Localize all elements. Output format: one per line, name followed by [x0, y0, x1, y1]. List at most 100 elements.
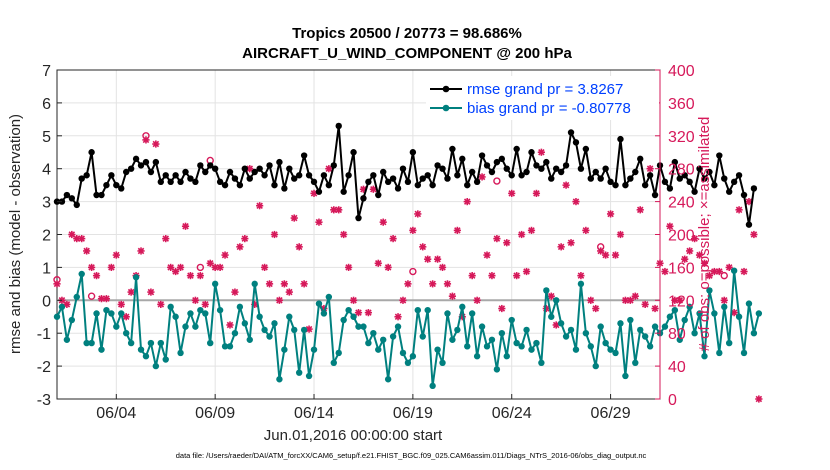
bias-point	[286, 313, 293, 320]
bias-point	[365, 339, 372, 347]
rmse-point	[256, 165, 263, 172]
obs-assimilated-marker	[646, 165, 654, 173]
rmse-point	[325, 181, 333, 189]
bias-point	[251, 280, 258, 288]
obs-assimilated-marker	[631, 292, 639, 300]
bias-point	[271, 320, 278, 327]
obs-assimilated-marker	[443, 280, 452, 288]
y-left-tick-label: 1	[42, 260, 51, 277]
obs-assimilated-marker	[260, 263, 269, 271]
bias-point	[256, 313, 263, 320]
obs-assimilated-marker	[172, 267, 180, 276]
obs-assimilated-marker	[389, 235, 397, 243]
obs-assimilated-marker	[374, 259, 382, 267]
bias-point	[182, 323, 189, 330]
bias-point	[671, 306, 679, 314]
rmse-point	[666, 185, 674, 192]
bias-point	[113, 323, 120, 330]
rmse-point	[207, 162, 214, 169]
rmse-point	[488, 168, 496, 176]
bias-point	[394, 323, 402, 330]
obs-assimilated-marker	[750, 230, 758, 239]
legend-rmse-label: rmse grand pr = 3.8267	[467, 81, 623, 98]
bias-point	[330, 359, 337, 367]
obs-assimilated-marker	[641, 300, 649, 309]
obs-assimilated-marker	[354, 309, 363, 317]
rmse-point	[310, 178, 318, 186]
rmse-point	[691, 188, 698, 195]
y-axis-right-label: # of obs: o=possible; ×=assimilated	[696, 117, 713, 352]
rmse-point	[132, 155, 140, 163]
obs-assimilated-marker	[231, 288, 239, 296]
rmse-point	[286, 165, 293, 172]
bias-point	[345, 306, 352, 314]
rmse-point	[63, 191, 71, 199]
bias-point	[404, 359, 412, 367]
rmse-point	[582, 145, 590, 153]
bias-point	[261, 326, 268, 334]
bias-point	[454, 326, 461, 334]
rmse-point	[711, 181, 718, 189]
obs-assimilated-marker	[157, 300, 165, 309]
x-tick-label: 06/04	[96, 405, 136, 422]
bias-point	[587, 343, 595, 350]
rmse-point	[424, 172, 431, 179]
y-left-tick-label: 6	[42, 96, 51, 113]
bias-point	[236, 303, 244, 311]
bias-point	[597, 323, 604, 330]
legend-bias-label: bias grand pr = -0.80778	[467, 100, 631, 117]
bias-point	[439, 359, 446, 367]
bias-point	[58, 303, 66, 311]
y-left-tick-label: -3	[37, 392, 51, 409]
rmse-point	[330, 162, 337, 169]
obs-assimilated-marker	[503, 239, 511, 247]
obs-assimilated-marker	[112, 251, 120, 259]
obs-assimilated-marker	[63, 300, 71, 309]
bias-point	[716, 349, 723, 357]
obs-possible-marker	[196, 263, 205, 272]
rmse-point	[498, 155, 506, 163]
bias-point	[221, 343, 229, 350]
obs-possible-marker	[493, 177, 501, 185]
obs-assimilated-marker	[102, 295, 111, 303]
bias-point	[216, 306, 224, 314]
obs-assimilated-marker	[147, 288, 155, 296]
rmse-point	[548, 175, 555, 182]
rmse-point	[236, 181, 244, 189]
bias-point	[449, 336, 456, 343]
y-right-tick-label: 40	[668, 359, 686, 376]
bias-point	[429, 382, 436, 390]
rmse-point	[577, 165, 585, 172]
rmse-point	[750, 185, 758, 192]
data-file-footer: data file: /Users/raeder/DAI/ATM_forcXX/…	[176, 451, 647, 460]
rmse-point	[127, 165, 135, 172]
bias-point	[350, 313, 357, 320]
bias-point	[493, 366, 501, 373]
obs-assimilated-marker	[755, 395, 763, 403]
obs-assimilated-marker	[438, 263, 447, 271]
bias-point	[355, 323, 362, 330]
obs-assimilated-marker	[651, 304, 659, 313]
bias-point	[63, 336, 71, 343]
obs-assimilated-marker	[572, 198, 580, 206]
bias-point	[103, 306, 110, 314]
bias-point	[508, 316, 515, 324]
obs-possible-marker	[142, 132, 150, 140]
rmse-point	[216, 178, 224, 186]
obs-assimilated-marker	[379, 218, 387, 226]
bias-point	[478, 323, 486, 330]
bias-point	[676, 336, 683, 343]
rmse-point	[602, 165, 609, 172]
rmse-point	[740, 191, 748, 199]
x-axis-ticks: 06/04 06/09 06/14 06/19 06/24 06/29	[96, 394, 631, 422]
bias-point	[424, 306, 431, 314]
bias-point	[464, 343, 471, 350]
rmse-point	[122, 168, 130, 176]
bias-point	[207, 339, 214, 347]
x-tick-label: 06/19	[393, 405, 433, 422]
x-tick-label: 06/09	[195, 405, 235, 422]
obs-assimilated-marker	[592, 304, 600, 313]
obs-assimilated-marker	[404, 280, 412, 288]
obs-possible-marker	[720, 271, 728, 280]
obs-assimilated-marker	[325, 165, 333, 173]
